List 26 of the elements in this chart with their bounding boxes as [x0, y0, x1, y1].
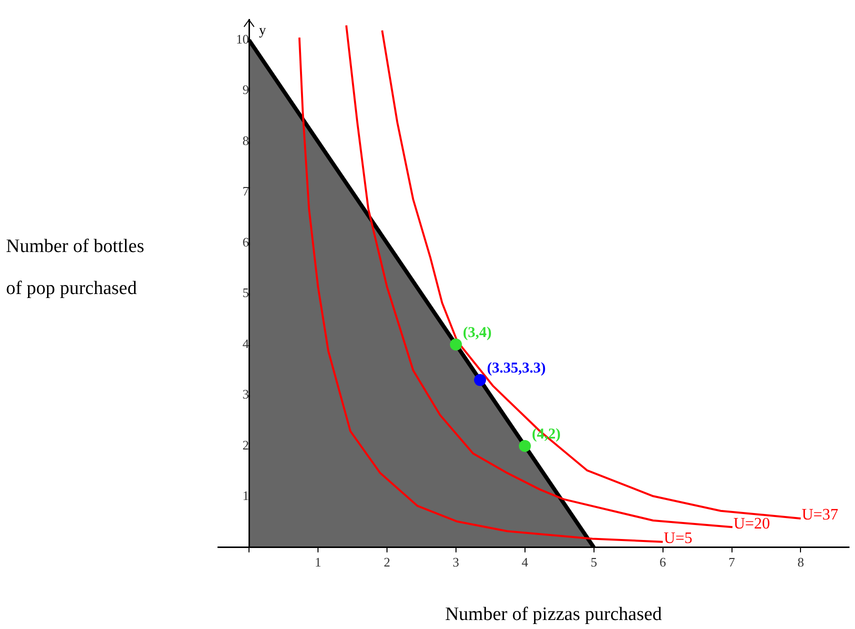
point — [450, 338, 462, 350]
x-tick-label: 8 — [797, 554, 804, 570]
x-tick-label: 1 — [314, 554, 322, 570]
annotation: (3.35,3.3) — [487, 360, 546, 376]
x-tick-label: 7 — [728, 554, 736, 570]
x-tick-label: 4 — [522, 554, 529, 570]
y-tick-label: 8 — [242, 132, 250, 148]
y-tick-label: 10 — [236, 32, 250, 47]
y-axis-title: Number of bottles of pop purchased — [6, 236, 144, 299]
series-label: U=20 — [733, 515, 770, 532]
y-tick-label: 1 — [242, 488, 250, 504]
x-tick-label: 5 — [590, 554, 598, 570]
point — [474, 374, 486, 386]
x-tick-label: 2 — [384, 554, 390, 570]
y-tick-label: 3 — [242, 386, 250, 402]
point — [518, 440, 531, 452]
series-label: U=37 — [802, 506, 838, 524]
annotation: (3,4) — [462, 324, 492, 341]
x-tick-label: 3 — [452, 554, 460, 570]
y-tick-label: 2 — [242, 437, 250, 452]
y-tick-label: 5 — [242, 285, 250, 300]
x-axis-title: Number of pizzas purchased — [445, 604, 662, 625]
annotation: y — [259, 23, 266, 38]
series-label: U=5 — [664, 530, 692, 548]
x-tick-label: 6 — [660, 554, 667, 570]
y-tick-label: 9 — [242, 82, 250, 98]
